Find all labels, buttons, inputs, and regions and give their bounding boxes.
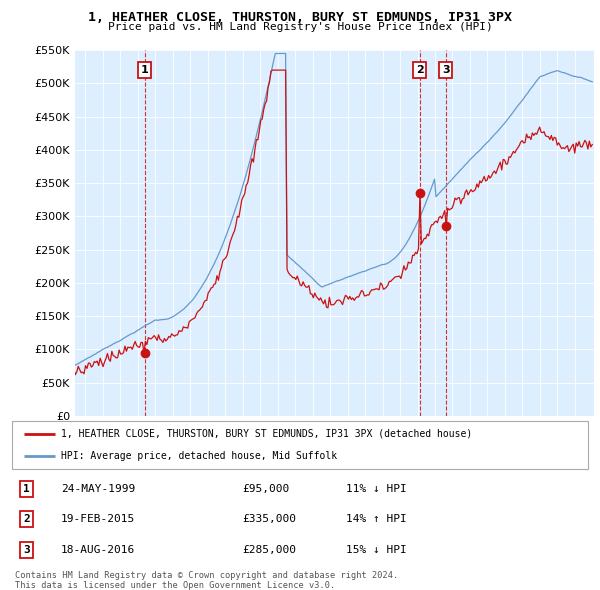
Text: 2: 2 xyxy=(416,65,424,75)
Text: 18-AUG-2016: 18-AUG-2016 xyxy=(61,545,135,555)
Text: 1, HEATHER CLOSE, THURSTON, BURY ST EDMUNDS, IP31 3PX (detached house): 1, HEATHER CLOSE, THURSTON, BURY ST EDMU… xyxy=(61,429,472,439)
Text: 2: 2 xyxy=(23,514,30,524)
Text: 3: 3 xyxy=(442,65,449,75)
Text: £95,000: £95,000 xyxy=(242,484,290,494)
Text: £335,000: £335,000 xyxy=(242,514,296,524)
Text: 24-MAY-1999: 24-MAY-1999 xyxy=(61,484,135,494)
Text: 11% ↓ HPI: 11% ↓ HPI xyxy=(346,484,407,494)
Text: 14% ↑ HPI: 14% ↑ HPI xyxy=(346,514,407,524)
Text: HPI: Average price, detached house, Mid Suffolk: HPI: Average price, detached house, Mid … xyxy=(61,451,337,461)
Text: Contains HM Land Registry data © Crown copyright and database right 2024.
This d: Contains HM Land Registry data © Crown c… xyxy=(15,571,398,590)
Text: 15% ↓ HPI: 15% ↓ HPI xyxy=(346,545,407,555)
Text: 1: 1 xyxy=(140,65,148,75)
Text: 1: 1 xyxy=(23,484,30,494)
Text: 19-FEB-2015: 19-FEB-2015 xyxy=(61,514,135,524)
Text: 1, HEATHER CLOSE, THURSTON, BURY ST EDMUNDS, IP31 3PX: 1, HEATHER CLOSE, THURSTON, BURY ST EDMU… xyxy=(88,11,512,24)
Text: 3: 3 xyxy=(23,545,30,555)
Text: Price paid vs. HM Land Registry's House Price Index (HPI): Price paid vs. HM Land Registry's House … xyxy=(107,22,493,32)
Text: £285,000: £285,000 xyxy=(242,545,296,555)
